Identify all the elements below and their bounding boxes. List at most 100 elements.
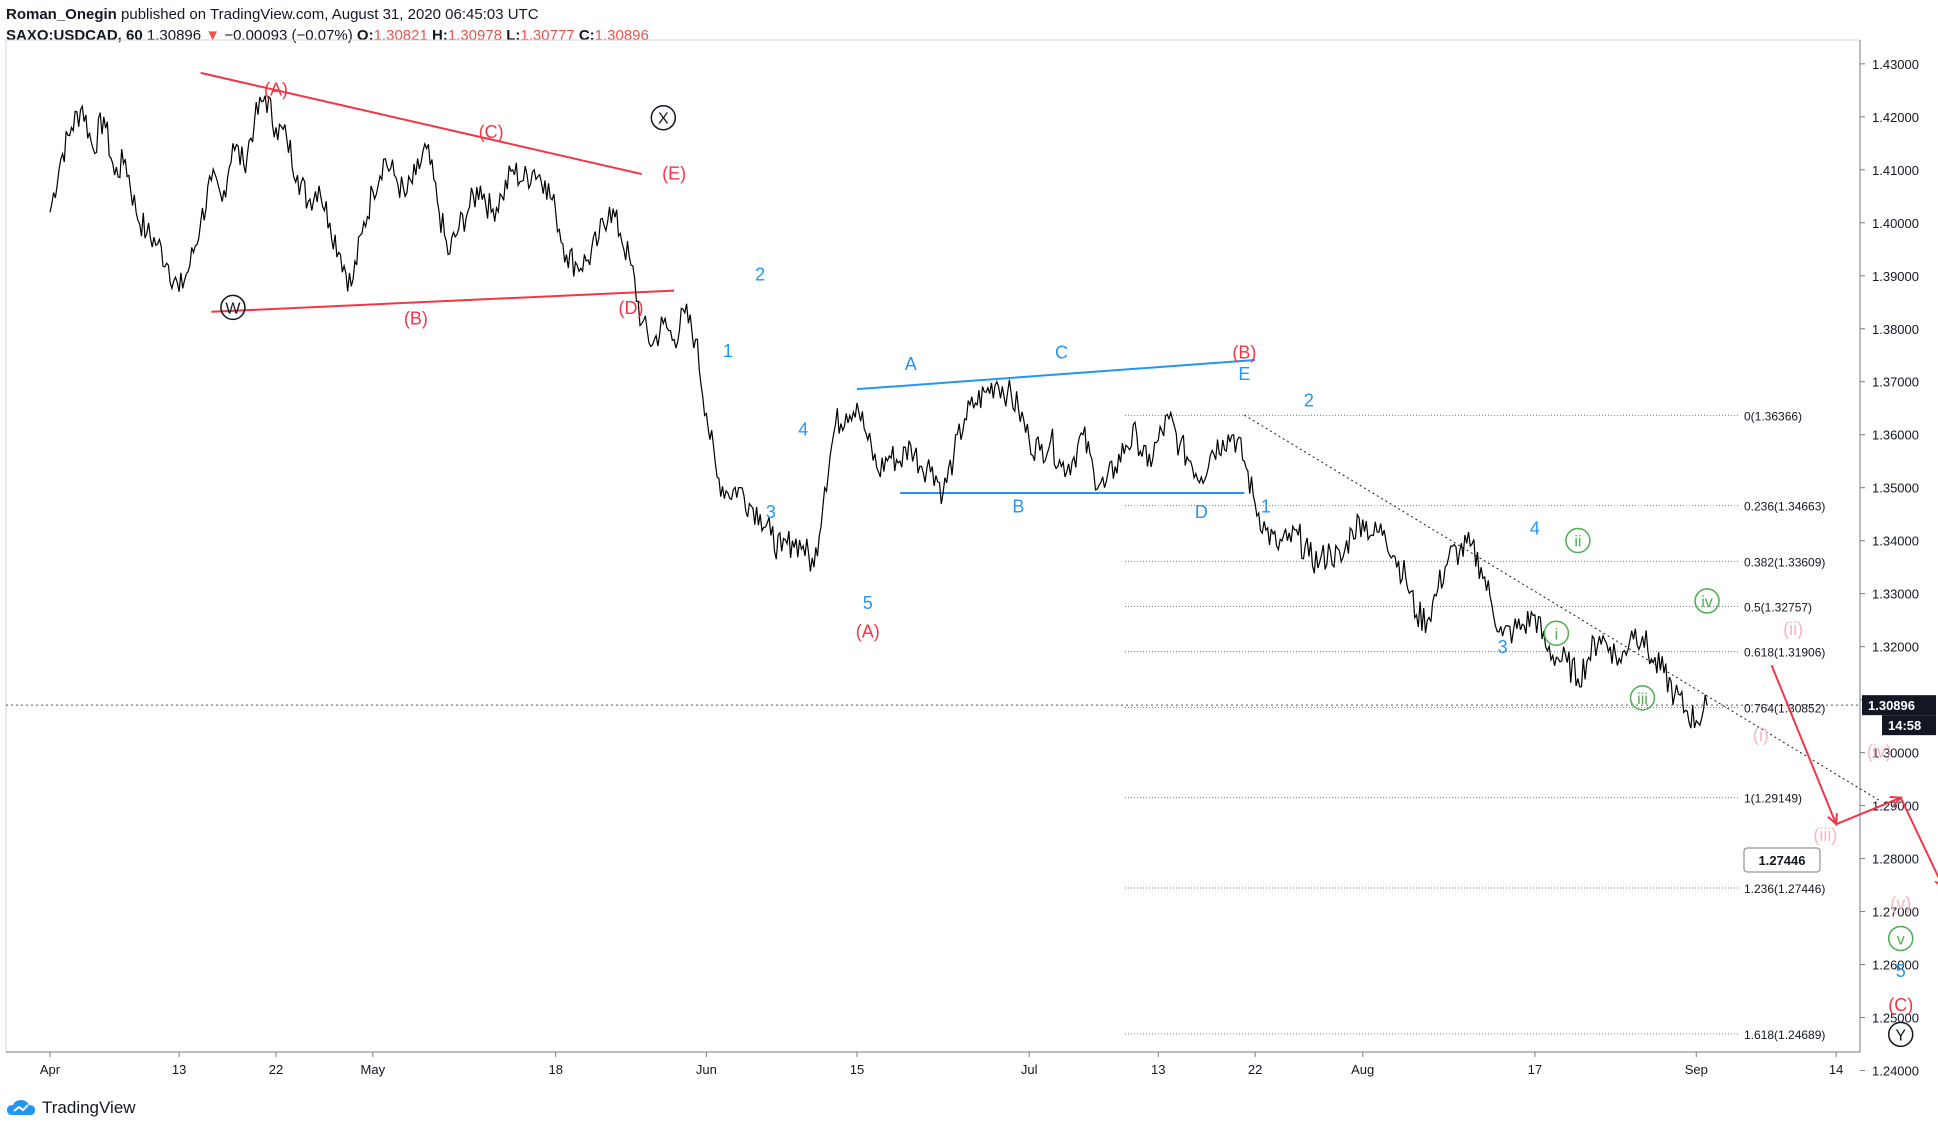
y-tick-label: 1.34000 xyxy=(1872,534,1919,549)
x-tick-label: 17 xyxy=(1528,1062,1542,1077)
wave-label: (C) xyxy=(479,122,504,142)
cloud-logo-icon xyxy=(7,1100,35,1115)
y-tick-label: 1.35000 xyxy=(1872,481,1919,496)
y-tick-label: 1.39000 xyxy=(1872,269,1919,284)
wave-label: i xyxy=(1555,626,1559,643)
author-name[interactable]: Roman_Onegin xyxy=(6,6,117,23)
tradingview-logo[interactable]: TradingView xyxy=(6,1098,136,1118)
x-tick-label: 22 xyxy=(269,1062,283,1077)
projection-arrowhead xyxy=(1827,813,1838,827)
x-tick-label: 22 xyxy=(1248,1062,1262,1077)
plot-frame xyxy=(5,39,1861,1053)
x-tick-label: May xyxy=(361,1062,386,1077)
wave-label: B xyxy=(1012,497,1024,517)
publish-line: Roman_Onegin published on TradingView.co… xyxy=(6,4,649,25)
x-tick-label: 14 xyxy=(1829,1062,1843,1077)
wave-label: (A) xyxy=(856,622,880,642)
price-series-line xyxy=(49,95,1708,729)
wave-label: 1 xyxy=(723,341,733,361)
wave-label-circle xyxy=(1887,925,1914,952)
wave-label: (ii) xyxy=(1783,619,1803,639)
countdown-box xyxy=(1882,715,1936,736)
wave-label: 5 xyxy=(863,593,873,613)
y-tick-label: 1.32000 xyxy=(1872,640,1919,655)
wave-label: ii xyxy=(1574,534,1581,551)
last-price-label: 1.30896 xyxy=(1868,698,1915,713)
projection-path xyxy=(1770,664,1938,879)
wave-label: (C) xyxy=(1888,995,1913,1015)
y-tick-label: 1.41000 xyxy=(1872,163,1919,178)
price-callout-label: 1.27446 xyxy=(1759,853,1806,868)
fib-level-label: 0.618(1.31906) xyxy=(1744,646,1825,660)
wave-label-circle xyxy=(1565,527,1591,554)
wave-label: 3 xyxy=(766,502,776,522)
trendline xyxy=(200,71,643,176)
y-tick-label: 1.43000 xyxy=(1872,57,1919,72)
y-tick-label: 1.26000 xyxy=(1872,958,1919,973)
brand-name: TradingView xyxy=(42,1098,136,1117)
wave-label: 1 xyxy=(1261,497,1271,517)
wave-label: (iii) xyxy=(1813,825,1837,845)
wave-label: 2 xyxy=(755,265,765,285)
wave-label: (A) xyxy=(264,80,288,100)
wave-label: 4 xyxy=(798,419,808,439)
wave-label: X xyxy=(658,111,669,128)
wave-label: D xyxy=(1195,502,1208,522)
fib-level-label: 1.618(1.24689) xyxy=(1744,1028,1825,1042)
y-tick-label: 1.36000 xyxy=(1872,428,1919,443)
wave-label: (E) xyxy=(662,163,686,183)
x-tick-label: Apr xyxy=(40,1062,61,1077)
countdown-label: 14:58 xyxy=(1888,718,1921,733)
y-tick-label: 1.33000 xyxy=(1872,587,1919,602)
fib-level-label: 0.764(1.30852) xyxy=(1744,701,1825,715)
fib-level-label: 1(1.29149) xyxy=(1744,792,1802,806)
x-tick-label: 18 xyxy=(548,1062,562,1077)
x-tick-label: Sep xyxy=(1685,1062,1708,1077)
wave-label-circle xyxy=(1543,620,1570,647)
wave-label: 3 xyxy=(1498,637,1508,657)
y-tick-label: 1.25000 xyxy=(1872,1011,1919,1026)
x-tick-label: Jul xyxy=(1021,1062,1038,1077)
x-tick-label: Jun xyxy=(696,1062,717,1077)
wave-label: (i) xyxy=(1753,725,1769,745)
wave-label: (B) xyxy=(404,309,428,329)
y-tick-label: 1.40000 xyxy=(1872,216,1919,231)
wave-label: 2 xyxy=(1304,391,1314,411)
fib-level-label: 1.236(1.27446) xyxy=(1744,882,1825,896)
wave-label: v xyxy=(1897,931,1905,948)
y-tick-label: 1.27000 xyxy=(1872,905,1919,920)
wave-label: (v) xyxy=(1890,893,1911,913)
y-tick-label: 1.37000 xyxy=(1872,375,1919,390)
wave-label: iv xyxy=(1701,594,1713,611)
wave-label: 4 xyxy=(1530,518,1540,538)
wave-label: C xyxy=(1055,342,1068,362)
wave-label-circle xyxy=(1694,588,1720,614)
wave-label: (B) xyxy=(1232,342,1256,362)
y-tick-label: 1.28000 xyxy=(1872,852,1919,867)
y-tick-label: 1.38000 xyxy=(1872,322,1919,337)
price-callout-box xyxy=(1743,847,1821,873)
wave-label: Y xyxy=(1895,1027,1906,1044)
x-tick-label: 13 xyxy=(172,1062,186,1077)
x-tick-label: 13 xyxy=(1151,1062,1165,1077)
wave-label-circle xyxy=(1887,1021,1914,1048)
trendline xyxy=(211,289,675,313)
fib-level-label: 0.236(1.34663) xyxy=(1744,500,1825,514)
wave-label: (iv) xyxy=(1867,741,1892,761)
trendline xyxy=(856,359,1256,391)
wave-label: E xyxy=(1238,364,1250,384)
wave-label: A xyxy=(905,354,917,374)
x-tick-label: 15 xyxy=(850,1062,864,1077)
y-tick-label: 1.24000 xyxy=(1872,1064,1919,1079)
wave-label: W xyxy=(225,300,241,317)
x-tick-label: Aug xyxy=(1351,1062,1374,1077)
wave-label-circle xyxy=(1629,685,1656,711)
wave-label-circle xyxy=(220,294,246,321)
y-tick-label: 1.42000 xyxy=(1872,110,1919,125)
wave-label: iii xyxy=(1637,691,1648,708)
fib-level-label: 0(1.36366) xyxy=(1744,409,1802,423)
fib-level-label: 0.382(1.33609) xyxy=(1744,555,1825,569)
fib-level-label: 0.5(1.32757) xyxy=(1744,601,1812,615)
publish-info: published on TradingView.com, August 31,… xyxy=(121,6,539,23)
